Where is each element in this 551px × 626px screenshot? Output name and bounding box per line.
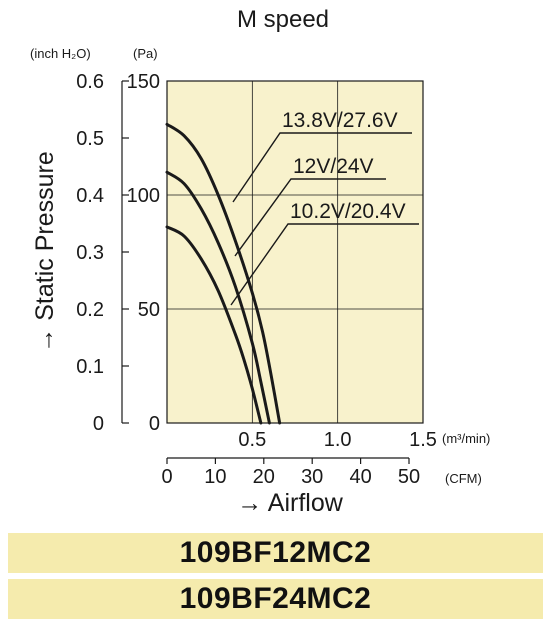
inch-tick-label: 0.6 [76,71,104,93]
y-axis-label: → Static Pressure [31,151,59,352]
model-number-1: 109BF12MC2 [179,536,372,569]
x-tick-label: 1.0 [324,429,352,451]
series-leader-line [230,223,419,306]
inch-tick-label: 0.1 [76,356,104,378]
x-axis-label: → Airflow [237,489,344,517]
x-unit-m3min: (m³/min) [442,431,490,446]
model-band-2: 109BF24MC2 [8,579,543,619]
series-labels: 13.8V/27.6V 12V/24V 10.2V/20.4V [230,109,419,306]
series-curve [165,170,271,425]
pa-axis-ticks: 0 50 100 150 [127,71,160,435]
x-axis-ticks: 0.5 1.0 1.5 [238,429,436,451]
cfm-tick-label: 0 [161,466,172,488]
cfm-axis-ticks: 0 10 20 30 40 50 [161,458,420,488]
pa-tick-label: 50 [138,299,160,321]
series-label: 10.2V/20.4V [290,200,406,223]
plot-frame [166,80,424,424]
inch-tick-label: 0.3 [76,242,104,264]
series-label: 13.8V/27.6V [282,109,398,132]
series-leader-line [232,132,412,203]
inch-tick-label: 0.2 [76,299,104,321]
plot-area [167,81,423,423]
series-curve [165,122,282,425]
inch-tick-label: 0.4 [76,185,104,207]
pa-tick-label: 100 [127,185,160,207]
model-number-2: 109BF24MC2 [179,582,372,615]
chart-title: M speed [237,6,329,33]
cfm-tick-label: 30 [301,466,323,488]
inch-tick-label: 0 [93,413,104,435]
series-label: 12V/24V [293,155,374,178]
model-band-1: 109BF12MC2 [8,533,543,573]
grid-lines [167,81,423,423]
cfm-tick-label: 50 [398,466,420,488]
y-unit-inch: (inch H₂O) [30,46,91,61]
cfm-tick-label: 10 [204,466,226,488]
series-curve [165,225,263,425]
cfm-tick-label: 40 [349,466,371,488]
x-tick-label: 0.5 [238,429,266,451]
series-leader-line [234,178,386,257]
series-curves [165,122,282,425]
x-tick-label: 1.5 [409,429,437,451]
cfm-tick-label: 20 [253,466,275,488]
inch-axis-ticks: 0 0.1 0.2 0.3 0.4 0.5 0.6 [76,71,129,435]
pa-tick-label: 0 [149,413,160,435]
inch-tick-label: 0.5 [76,128,104,150]
x-unit-cfm: (CFM) [445,471,482,486]
pa-tick-label: 150 [127,71,160,93]
y-unit-pa: (Pa) [133,46,158,61]
